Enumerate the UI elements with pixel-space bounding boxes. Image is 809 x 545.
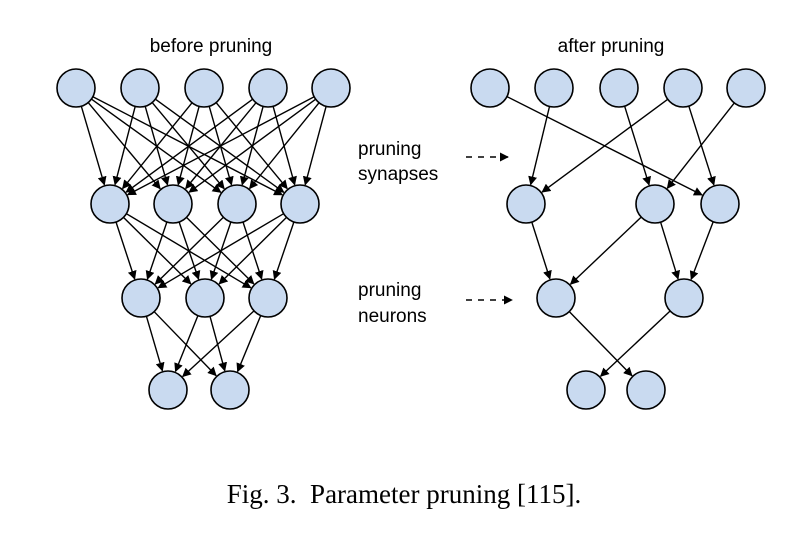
left-title: before pruning — [150, 36, 273, 57]
after-neuron-l0-n4 — [726, 68, 766, 108]
before-network-nodes — [56, 68, 351, 410]
before-synapse-l1-0-0 — [115, 221, 137, 280]
after-neuron-l0-n3 — [663, 68, 703, 108]
after-synapse-l0-1-0 — [528, 106, 551, 186]
before-synapse-l0-0-0 — [80, 106, 107, 186]
after-network-edges — [506, 95, 735, 377]
before-synapse-l2-0-1 — [153, 311, 217, 377]
after-synapse-l0-2-1 — [623, 105, 651, 186]
before-neuron-l3-n1 — [210, 370, 250, 410]
before-synapse-l0-4-1 — [188, 98, 317, 193]
before-synapse-l2-1-1 — [209, 316, 228, 372]
before-neuron-l2-n0 — [121, 278, 161, 318]
after-synapse-l1-0-0 — [531, 221, 552, 280]
before-synapse-l1-3-2 — [272, 221, 295, 280]
pruning-synapses-label-line1: pruning — [358, 139, 421, 160]
before-neuron-l0-n0 — [56, 68, 96, 108]
before-synapse-l0-4-2 — [249, 102, 320, 190]
after-neuron-l2-n1 — [664, 278, 704, 318]
before-synapse-l0-1-1 — [144, 106, 170, 186]
after-synapse-l0-4-1 — [666, 102, 735, 190]
after-neuron-l2-n0 — [536, 278, 576, 318]
after-neuron-l1-n1 — [635, 184, 675, 224]
after-neuron-l3-n0 — [566, 370, 606, 410]
before-neuron-l3-n0 — [148, 370, 188, 410]
before-synapse-l2-2-0 — [182, 310, 255, 378]
right-title: after pruning — [558, 36, 665, 57]
before-synapse-l1-1-0 — [145, 221, 168, 280]
before-network-edges — [80, 96, 327, 378]
before-synapse-l0-4-3 — [302, 106, 327, 186]
after-network-nodes — [470, 68, 766, 410]
before-neuron-l1-n3 — [280, 184, 320, 224]
before-neuron-l0-n2 — [184, 68, 224, 108]
after-synapse-l1-1-1 — [659, 221, 681, 280]
after-neuron-l3-n1 — [626, 370, 666, 410]
before-synapse-l0-4-0 — [126, 96, 315, 196]
before-synapse-l1-3-0 — [157, 213, 284, 289]
after-synapse-l2-1-0 — [599, 310, 671, 377]
before-synapse-l0-2-0 — [122, 102, 193, 190]
before-synapse-l2-0-0 — [145, 316, 165, 372]
before-synapse-l0-3-0 — [125, 98, 254, 193]
before-synapse-l2-1-0 — [174, 315, 199, 373]
before-synapse-l1-3-1 — [218, 216, 287, 285]
before-synapse-l0-1-0 — [112, 106, 136, 186]
pruning-synapses-label-line2: synapses — [358, 164, 438, 185]
before-synapse-l2-2-1 — [236, 315, 262, 373]
before-synapse-l1-2-0 — [154, 216, 224, 285]
after-neuron-l0-n2 — [599, 68, 639, 108]
before-neuron-l0-n1 — [120, 68, 160, 108]
before-synapse-l0-0-1 — [87, 102, 161, 190]
after-synapse-l1-2-1 — [689, 221, 714, 281]
after-neuron-l1-n2 — [700, 184, 740, 224]
before-neuron-l2-n1 — [185, 278, 225, 318]
before-neuron-l0-n3 — [248, 68, 288, 108]
before-neuron-l1-n1 — [153, 184, 193, 224]
before-neuron-l1-n0 — [90, 184, 130, 224]
after-synapse-l1-1-0 — [569, 216, 642, 285]
before-neuron-l2-n2 — [248, 278, 288, 318]
after-neuron-l0-n0 — [470, 68, 510, 108]
pruning-neurons-label-line2: neurons — [358, 306, 427, 327]
after-neuron-l0-n1 — [534, 68, 574, 108]
pruning-neurons-label-line1: pruning — [358, 280, 421, 301]
after-synapse-l2-0-1 — [568, 311, 633, 377]
before-neuron-l1-n2 — [217, 184, 257, 224]
before-neuron-l0-n4 — [311, 68, 351, 108]
after-neuron-l1-n0 — [506, 184, 546, 224]
after-synapse-l0-3-0 — [541, 98, 669, 193]
figure-caption: Fig. 3. Parameter pruning [115]. — [227, 479, 581, 509]
